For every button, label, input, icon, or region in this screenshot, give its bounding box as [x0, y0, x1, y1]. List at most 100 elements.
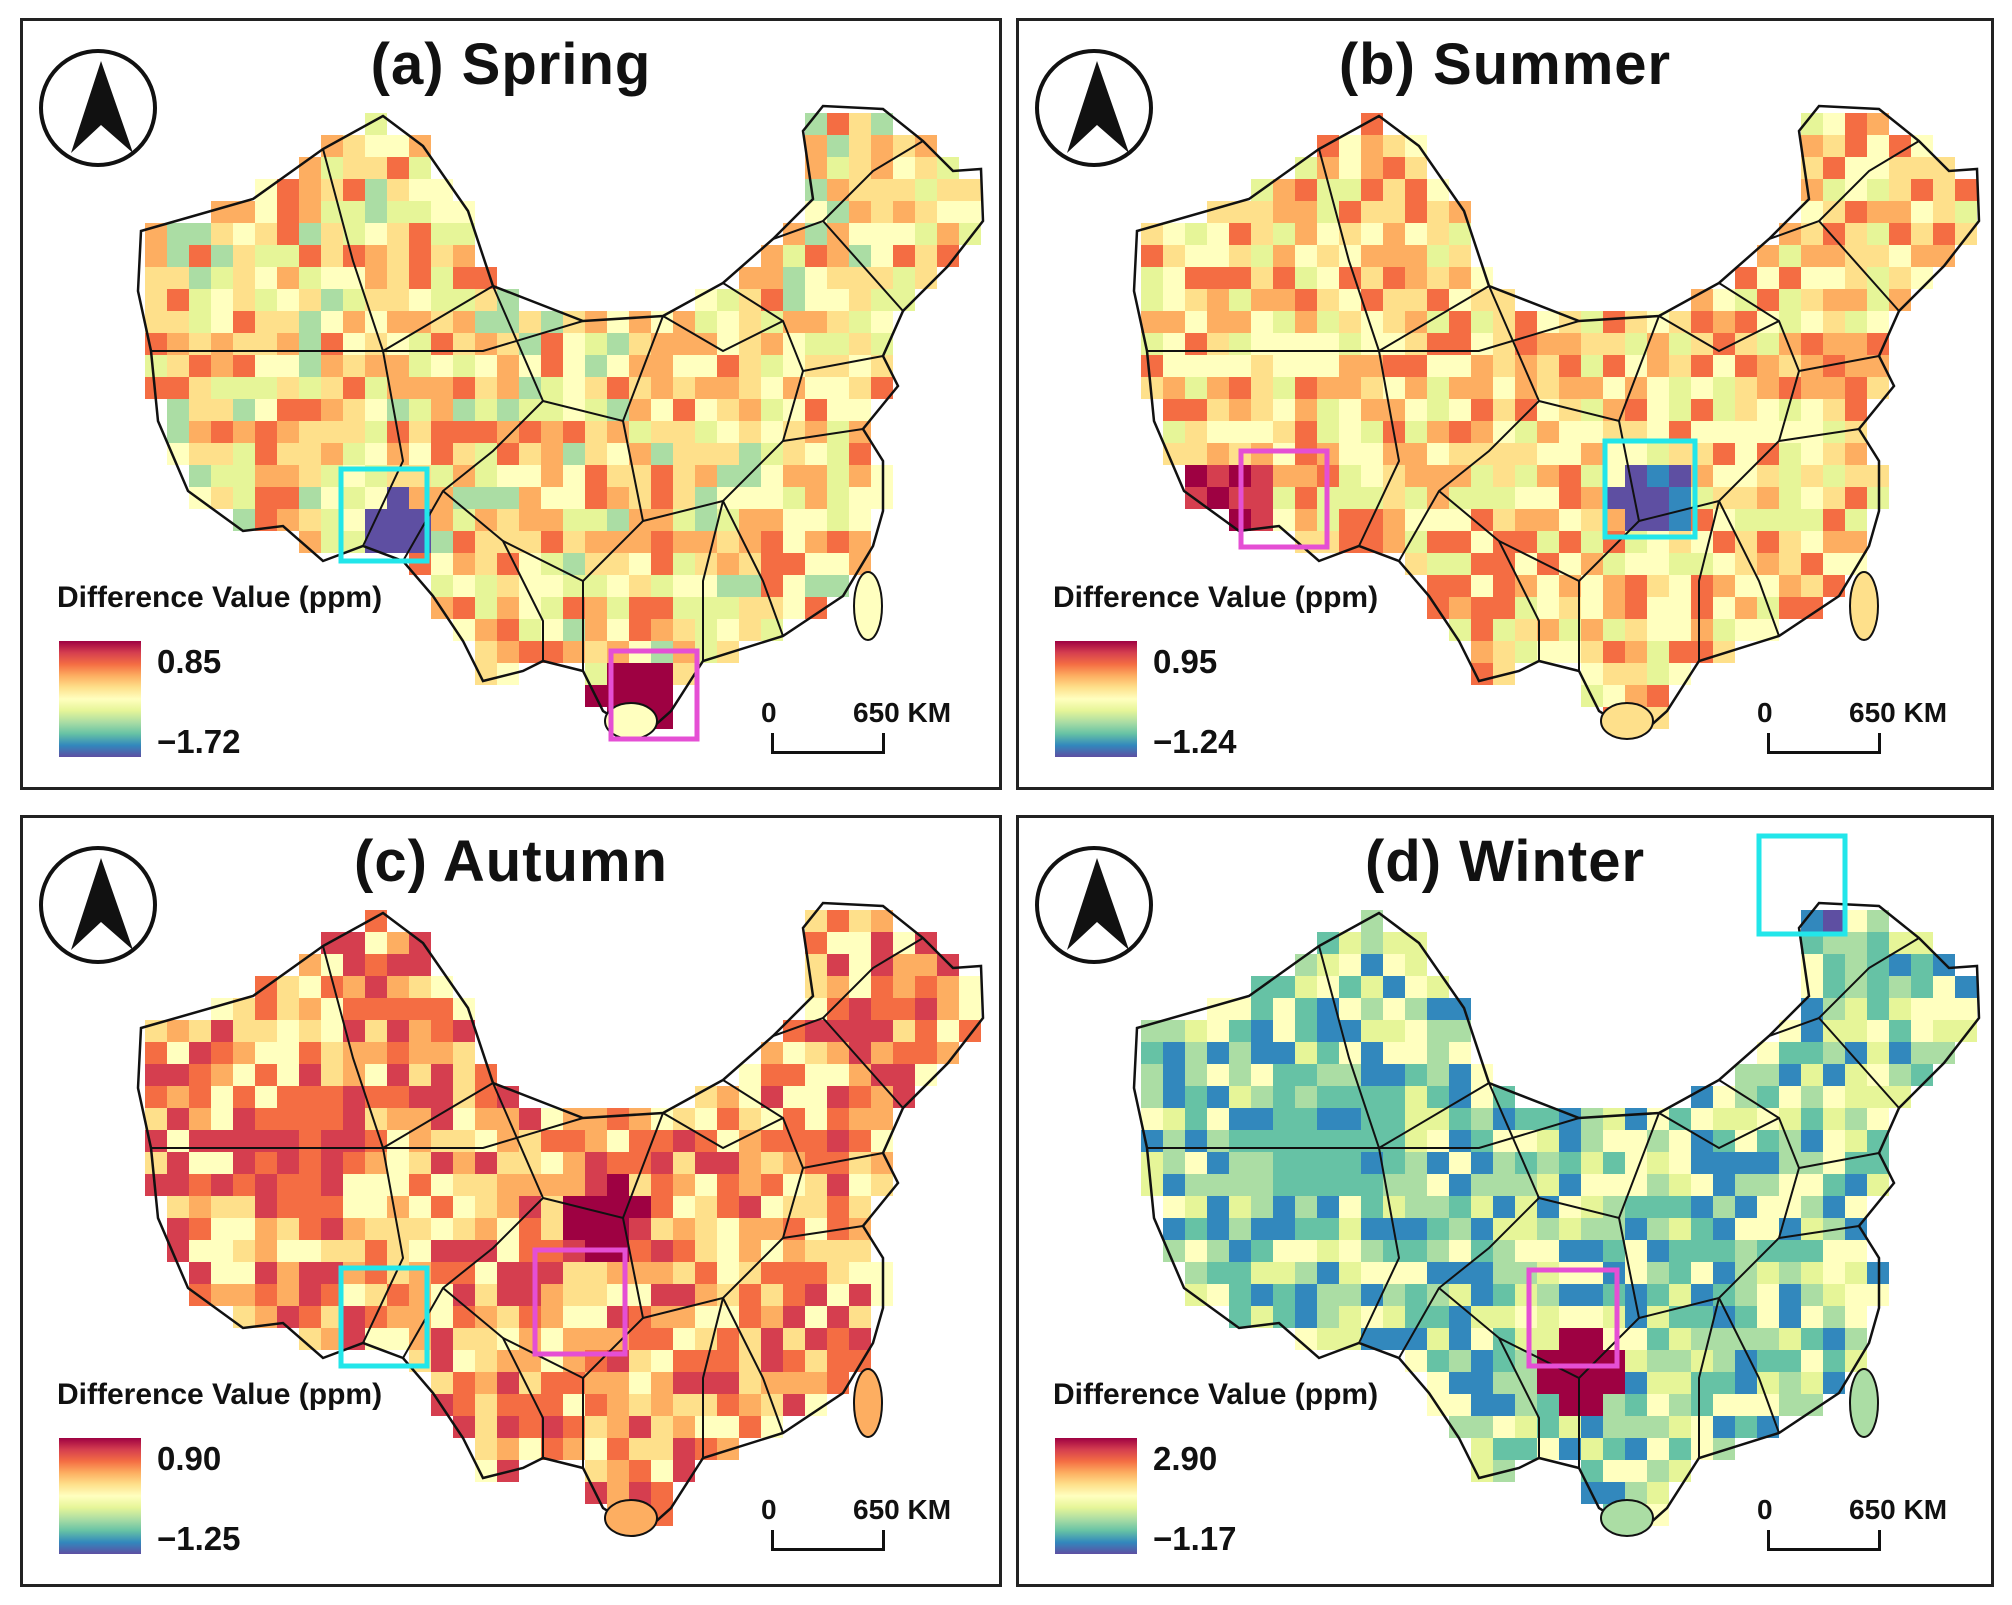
highlight-box-cyan	[1756, 833, 1848, 937]
grid-cell	[1581, 1328, 1603, 1350]
grid-cell	[1163, 289, 1185, 311]
grid-cell	[409, 289, 431, 311]
grid-cell	[1845, 1328, 1867, 1350]
grid-cell	[431, 1086, 453, 1108]
grid-cell	[1823, 910, 1845, 932]
province-boundary	[1658, 315, 1780, 353]
grid-cell	[1933, 201, 1955, 223]
grid-cell	[519, 1372, 541, 1394]
grid-cell	[695, 399, 717, 421]
grid-cell	[1779, 1218, 1801, 1240]
grid-cell	[167, 421, 189, 443]
grid-cell	[321, 509, 343, 531]
grid-cell	[1471, 377, 1493, 399]
grid-cell	[475, 1328, 497, 1350]
province-boundary	[402, 285, 545, 562]
grid-cell	[1273, 223, 1295, 245]
grid-cell	[1581, 399, 1603, 421]
grid-cell	[1471, 553, 1493, 575]
grid-cell	[1317, 1306, 1339, 1328]
color-ramp	[59, 641, 141, 757]
grid-cell	[1647, 1394, 1669, 1416]
grid-cell	[1867, 245, 1889, 267]
grid-cell	[453, 1350, 475, 1372]
grid-cell	[1625, 487, 1647, 509]
grid-cell	[1559, 1394, 1581, 1416]
grid-cell	[893, 223, 915, 245]
province-boundary	[1818, 937, 1920, 1019]
grid-cell	[365, 1064, 387, 1086]
province-boundary	[1438, 1287, 1540, 1458]
grid-cell	[849, 1262, 871, 1284]
grid-cell	[1669, 1196, 1691, 1218]
grid-cell	[1361, 1218, 1383, 1240]
grid-cell	[915, 157, 937, 179]
grid-cell	[1691, 311, 1713, 333]
grid-cell	[1295, 377, 1317, 399]
grid-cell	[1559, 421, 1581, 443]
grid-cell	[299, 289, 321, 311]
grid-cell	[783, 289, 805, 311]
grid-cell	[541, 641, 563, 663]
grid-cell	[1823, 1086, 1845, 1108]
grid-cell	[1647, 465, 1669, 487]
grid-cell	[1383, 1020, 1405, 1042]
grid-cell	[233, 1108, 255, 1130]
grid-cell	[1383, 1174, 1405, 1196]
grid-cell	[849, 1064, 871, 1086]
grid-cell	[1955, 201, 1977, 223]
grid-cell	[1427, 289, 1449, 311]
grid-cell	[1361, 179, 1383, 201]
grid-cell	[585, 663, 607, 685]
grid-cell	[739, 1064, 761, 1086]
grid-cell	[1537, 443, 1559, 465]
grid-cell	[1207, 1174, 1229, 1196]
grid-cell	[1537, 1240, 1559, 1262]
grid-cell	[849, 443, 871, 465]
grid-cell	[1867, 223, 1889, 245]
grid-cell	[1823, 1152, 1845, 1174]
grid-cell	[1361, 1262, 1383, 1284]
grid-cell	[1251, 267, 1273, 289]
grid-cell	[1427, 311, 1449, 333]
grid-cell	[365, 1174, 387, 1196]
grid-cell	[1735, 553, 1757, 575]
grid-cell	[1625, 685, 1647, 707]
grid-cell	[1559, 1196, 1581, 1218]
grid-cell	[849, 509, 871, 531]
grid-cell	[1251, 333, 1273, 355]
grid-cell	[431, 1152, 453, 1174]
grid-cell	[1405, 245, 1427, 267]
grid-cell	[1185, 223, 1207, 245]
grid-cell	[431, 1306, 453, 1328]
grid-cell	[1713, 1394, 1735, 1416]
grid-cell	[563, 641, 585, 663]
grid-cell	[1823, 575, 1845, 597]
grid-cell	[959, 179, 981, 201]
grid-cell	[673, 1218, 695, 1240]
grid-cell	[1735, 1196, 1757, 1218]
grid-cell	[1339, 1306, 1361, 1328]
grid-cell	[233, 1152, 255, 1174]
grid-cell	[651, 575, 673, 597]
panel-title: (c) Autumn	[354, 829, 668, 894]
grid-cell	[255, 1086, 277, 1108]
grid-cell	[497, 399, 519, 421]
grid-cell	[1295, 179, 1317, 201]
grid-cell	[365, 1240, 387, 1262]
grid-cell	[1427, 1130, 1449, 1152]
grid-cell	[563, 1328, 585, 1350]
province-boundary	[782, 428, 864, 442]
grid-cell	[1185, 1064, 1207, 1086]
grid-cell	[1471, 355, 1493, 377]
grid-cell	[475, 355, 497, 377]
grid-cell	[1229, 1020, 1251, 1042]
grid-cell	[1405, 223, 1427, 245]
grid-cell	[607, 399, 629, 421]
grid-cell	[145, 1086, 167, 1108]
grid-cell	[1911, 267, 1933, 289]
grid-cell	[189, 1218, 211, 1240]
grid-cell	[167, 399, 189, 421]
grid-cell	[255, 1042, 277, 1064]
grid-cell	[343, 1174, 365, 1196]
